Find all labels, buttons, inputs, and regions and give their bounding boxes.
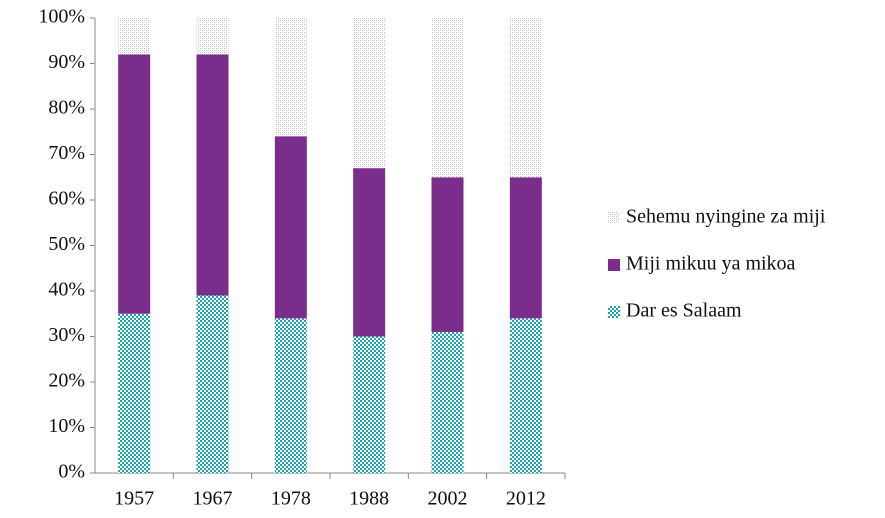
y-tick-label: 10% xyxy=(48,415,85,437)
y-tick-label: 20% xyxy=(48,370,85,392)
y-tick-label: 100% xyxy=(38,6,85,28)
x-tick-label: 1978 xyxy=(271,488,311,510)
bar-segment xyxy=(353,168,386,337)
bar-segment xyxy=(509,177,542,319)
bar-segment xyxy=(274,136,307,319)
bar-segment xyxy=(353,336,386,473)
bar-segment xyxy=(274,18,307,137)
legend-label: Miji mikuu ya mikoa xyxy=(626,253,796,275)
y-tick-label: 0% xyxy=(58,461,85,483)
bar-segment xyxy=(274,318,307,473)
bar-segment xyxy=(509,318,542,473)
x-tick-label: 1967 xyxy=(193,488,233,510)
y-tick-label: 30% xyxy=(48,324,85,346)
bar-segment xyxy=(431,331,464,473)
bar-segment xyxy=(431,18,464,178)
y-tick-label: 90% xyxy=(48,51,85,73)
bar-segment xyxy=(118,313,151,473)
y-tick-label: 50% xyxy=(48,233,85,255)
bar-segment xyxy=(431,177,464,332)
legend-swatch xyxy=(608,212,620,224)
x-tick-label: 2002 xyxy=(428,488,468,510)
legend-swatch xyxy=(608,259,620,271)
legend-label: Sehemu nyingine za miji xyxy=(626,206,826,228)
legend-label: Dar es Salaam xyxy=(626,300,742,322)
y-tick-label: 60% xyxy=(48,188,85,210)
bar-segment xyxy=(196,295,229,473)
bar-segment xyxy=(353,18,386,169)
bar-segment xyxy=(509,18,542,178)
bar-segment xyxy=(118,54,151,314)
bar-segment xyxy=(196,54,229,296)
x-tick-label: 2012 xyxy=(506,488,546,510)
y-tick-label: 80% xyxy=(48,97,85,119)
y-tick-label: 40% xyxy=(48,279,85,301)
bar-segment xyxy=(196,18,229,55)
x-tick-label: 1988 xyxy=(349,488,389,510)
x-tick-label: 1957 xyxy=(114,488,154,510)
bar-segment xyxy=(118,18,151,55)
legend-swatch xyxy=(608,306,620,318)
y-tick-label: 70% xyxy=(48,142,85,164)
